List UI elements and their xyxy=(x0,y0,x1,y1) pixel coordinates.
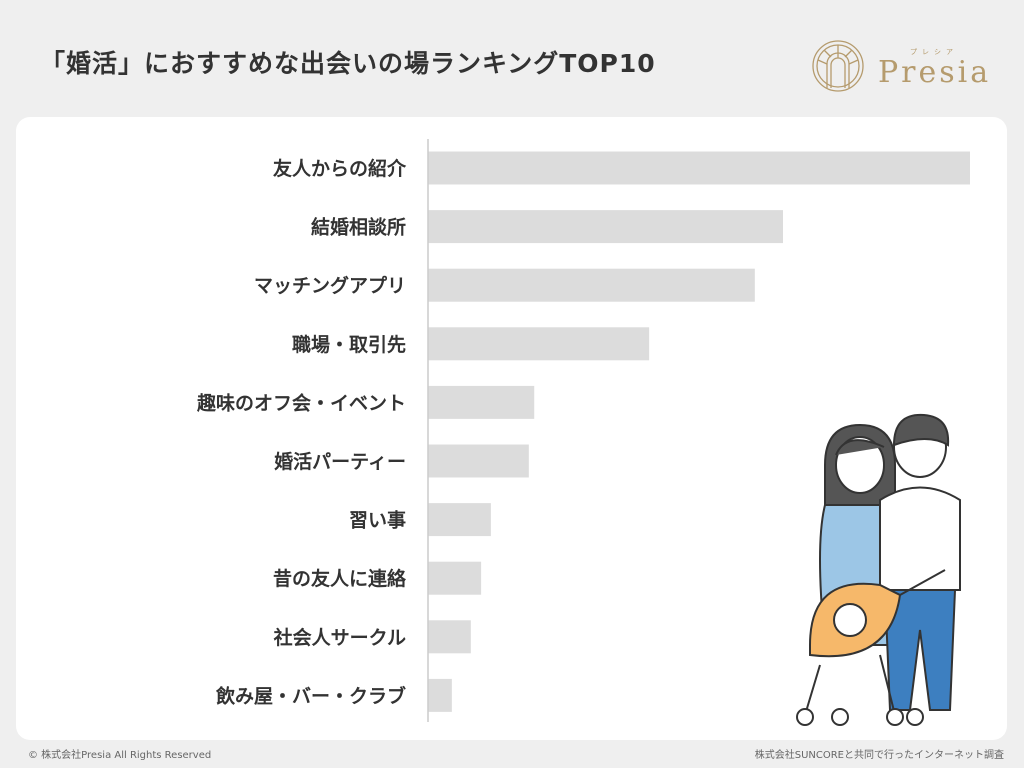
category-label: 友人からの紹介 xyxy=(273,157,407,180)
bar xyxy=(428,210,784,244)
bar xyxy=(428,327,650,361)
category-label: 習い事 xyxy=(349,509,406,532)
category-label: マッチングアプリ xyxy=(254,274,406,297)
bar xyxy=(428,620,471,654)
bar xyxy=(428,151,970,185)
category-label: 結婚相談所 xyxy=(311,216,406,239)
bar-chart: 友人からの紹介結婚相談所マッチングアプリ職場・取引先趣味のオフ会・イベント婚活パ… xyxy=(196,139,970,722)
category-label: 職場・取引先 xyxy=(292,333,406,356)
bar xyxy=(428,503,491,537)
family-illustration xyxy=(796,413,961,726)
category-label: 趣味のオフ会・イベント xyxy=(196,391,406,414)
bar xyxy=(428,385,535,419)
logo-kana: プレシア xyxy=(910,48,958,56)
page-title: 「婚活」におすすめな出会いの場ランキングTOP10 xyxy=(40,49,656,78)
category-label: 飲み屋・バー・クラブ xyxy=(215,684,406,707)
bar xyxy=(428,268,755,302)
bar xyxy=(428,561,482,595)
presia-logo: Presia プレシア xyxy=(812,40,991,92)
category-label: 昔の友人に連絡 xyxy=(273,567,407,590)
copyright-text: © 株式会社Presia All Rights Reserved xyxy=(28,750,212,761)
bar xyxy=(428,444,529,478)
category-label: 社会人サークル xyxy=(273,626,406,649)
logo-text: Presia xyxy=(878,55,991,90)
source-text: 株式会社SUNCOREと共同で行ったインターネット調査 xyxy=(754,750,1004,761)
category-label: 婚活パーティー xyxy=(274,450,406,473)
bar xyxy=(428,678,452,712)
